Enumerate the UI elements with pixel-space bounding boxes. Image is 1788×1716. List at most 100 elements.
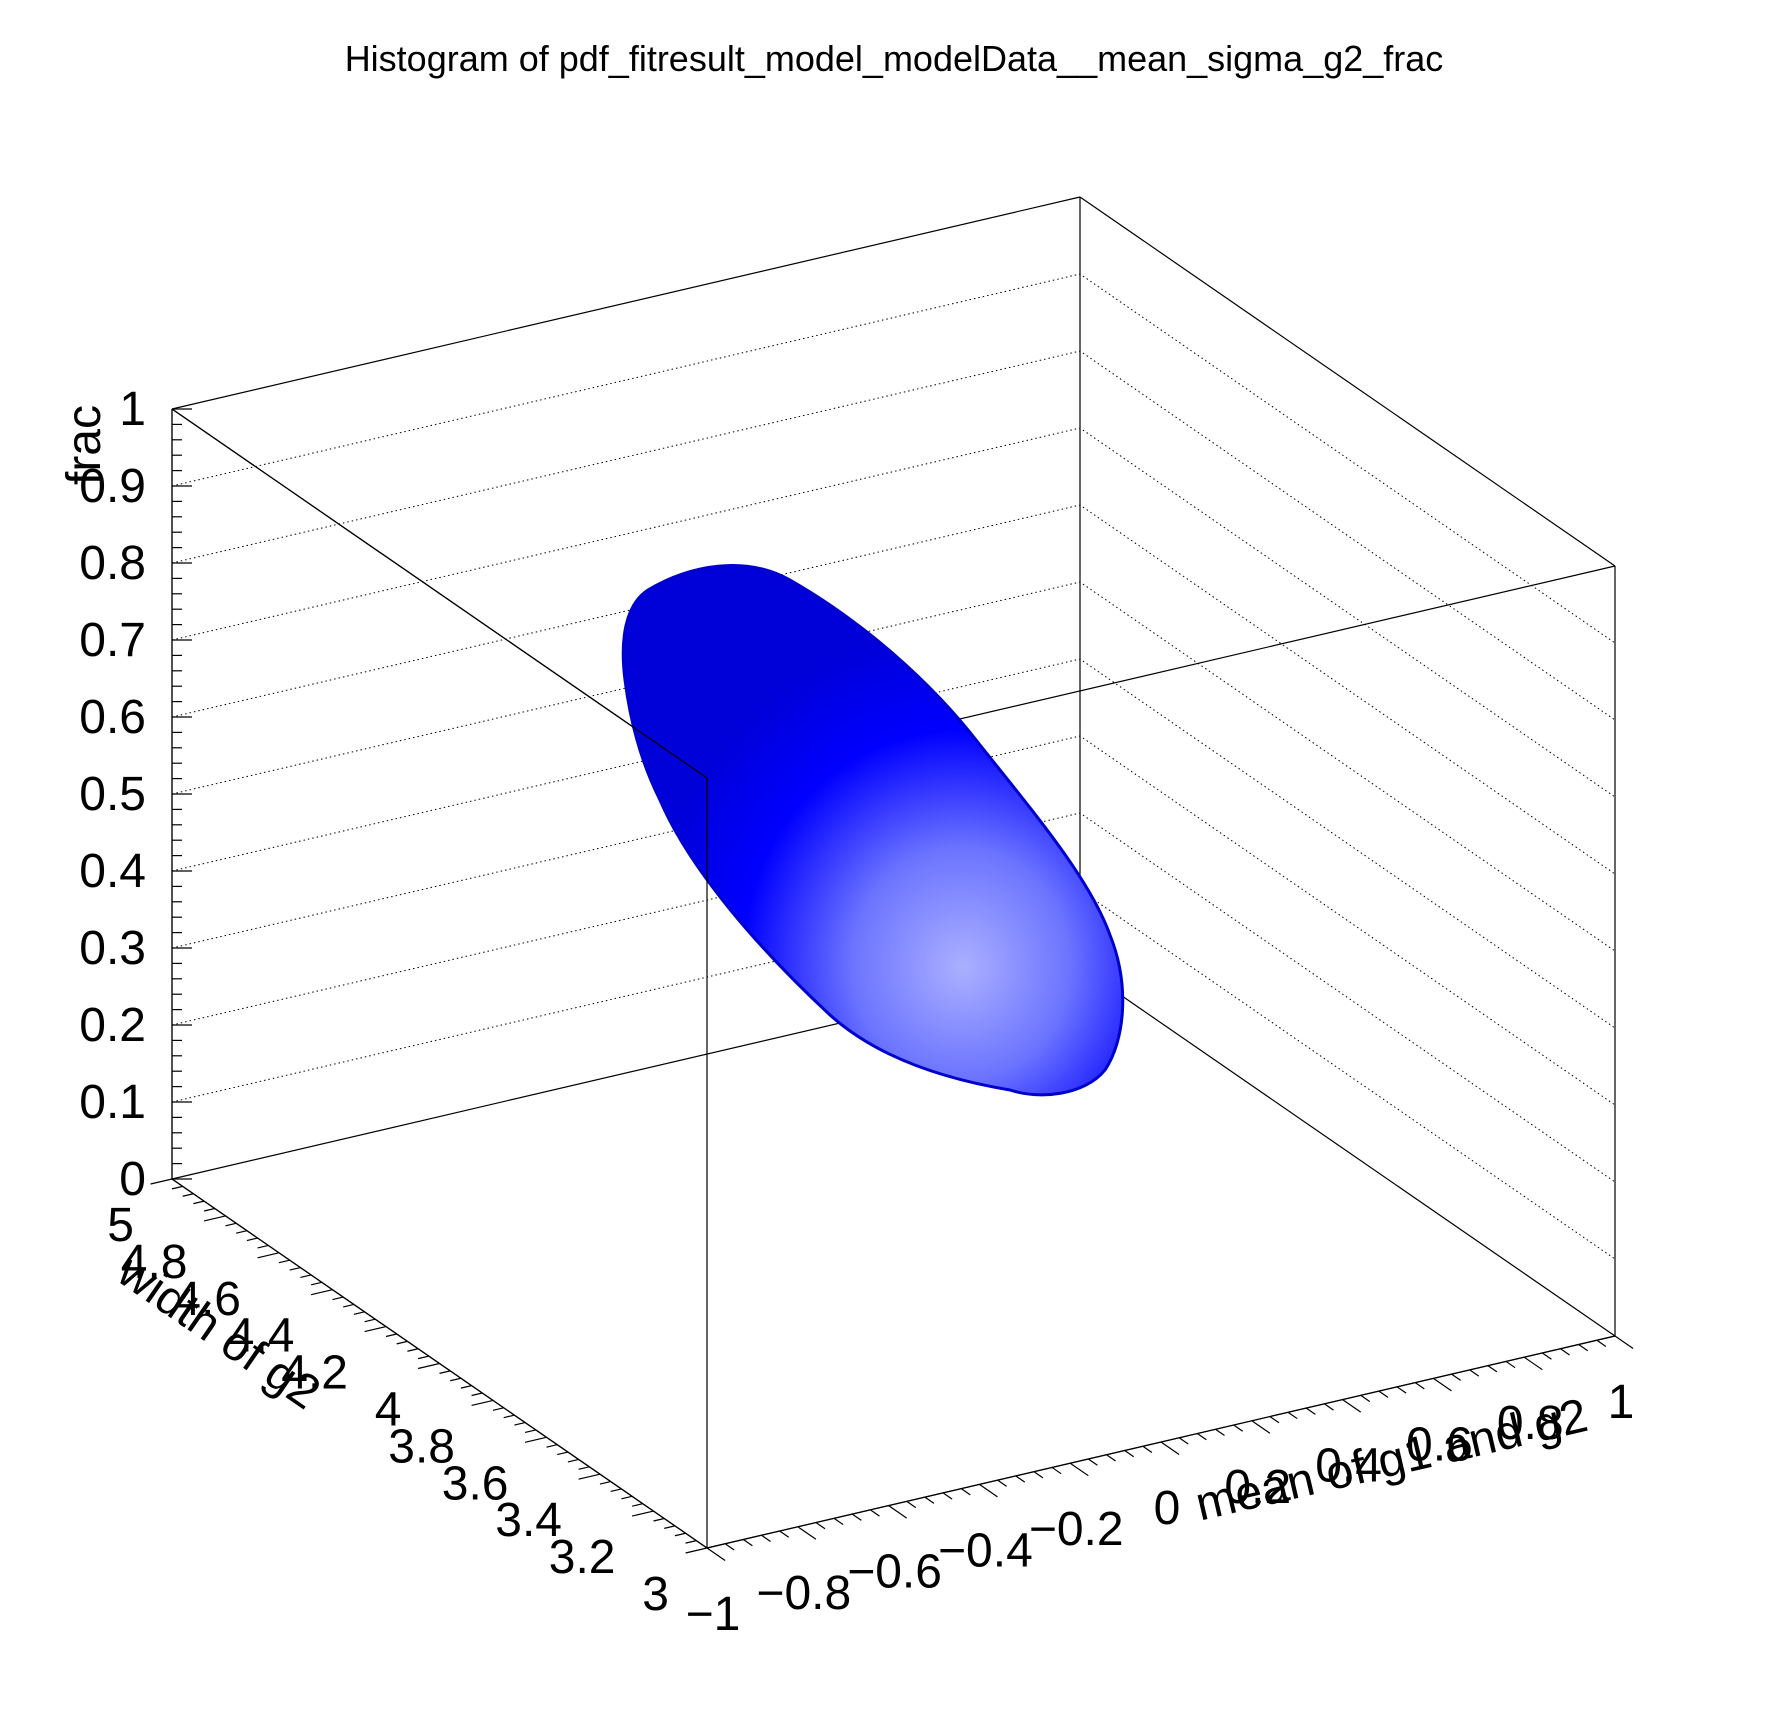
y-tick-label: 3.8 [388,1420,455,1473]
x-major-tick [706,1547,726,1561]
x-minor-tick [1015,1475,1026,1483]
x-minor-tick [815,1522,826,1530]
y-minor-tick [385,1333,397,1338]
y-major-tick [364,1326,387,1333]
z-axis-label: frac [58,405,111,485]
y-minor-tick [471,1392,483,1397]
y-minor-tick [557,1451,569,1456]
x-minor-tick [1215,1428,1225,1437]
x-major-tick [1523,1356,1543,1371]
x-tick-label: 0.2 [1224,1461,1291,1514]
z-tick-label: 1 [119,383,146,436]
ticks-layer [150,408,1634,1561]
y-minor-tick [450,1377,462,1382]
x-minor-tick [1233,1424,1244,1432]
x-minor-tick [1487,1365,1498,1373]
x-minor-tick [742,1539,753,1547]
y-tick-label: 4.2 [281,1347,348,1400]
y-minor-tick [182,1193,194,1197]
y-minor-tick [578,1466,590,1470]
y-minor-tick [631,1503,643,1507]
frame-edge [1079,196,1616,567]
x-minor-tick [997,1479,1007,1487]
z-tick-label: 0.1 [79,1076,146,1129]
y-tick-label: 4.8 [121,1236,188,1289]
x-minor-tick [851,1513,862,1521]
frame-edge [171,196,1081,410]
y-minor-tick [546,1444,558,1448]
y-minor-tick [300,1274,312,1279]
y-minor-tick [653,1517,665,1522]
x-minor-tick [1088,1458,1098,1466]
x-major-tick [1251,1420,1271,1434]
y-minor-tick [664,1525,676,1529]
y-minor-tick [246,1237,258,1242]
x-minor-tick [1414,1382,1425,1390]
x-minor-tick [833,1517,844,1526]
x-minor-tick [724,1543,735,1551]
y-tick-label: 3 [642,1568,669,1621]
y-minor-tick [524,1429,536,1434]
z-tick-label: 0.6 [79,691,146,744]
x-major-tick [1342,1399,1362,1413]
y-tick-label: 5 [107,1199,134,1252]
y-major-tick [257,1252,280,1259]
x-minor-tick [942,1492,953,1500]
y-minor-tick [492,1407,504,1411]
x-tick-label: −0.8 [756,1567,851,1620]
isosurface [621,564,1125,1097]
y-minor-tick [567,1458,579,1463]
x-tick-label: −0.2 [1029,1503,1124,1556]
frame-edge [171,408,708,779]
frame-front-edges [171,408,708,1548]
y-minor-tick [332,1296,344,1301]
y-major-tick [203,1215,226,1222]
x-major-tick [1069,1462,1089,1477]
frame-edge [1079,966,1616,1337]
z-tick-label: 0.8 [79,537,146,590]
x-minor-tick [1451,1373,1461,1381]
y-major-tick [417,1362,440,1370]
y-minor-tick [310,1281,322,1286]
y-minor-tick [674,1532,686,1537]
x-minor-tick [1469,1369,1480,1377]
x-major-tick [1160,1441,1180,1455]
x-major-tick [888,1505,908,1519]
y-tick-label: 3.2 [549,1531,616,1584]
y-minor-tick [343,1303,355,1308]
x-minor-tick [1360,1394,1371,1403]
z-tick-label: 0 [119,1153,146,1206]
x-minor-tick [1542,1352,1552,1360]
y-minor-tick [236,1230,248,1234]
x-minor-tick [1142,1445,1153,1453]
x-minor-tick [1033,1471,1044,1479]
y-axis-label: width of g2 [107,1244,329,1420]
y-minor-tick [278,1259,290,1264]
gridline [171,273,1616,644]
x-minor-tick [870,1509,880,1517]
y-minor-tick [407,1348,419,1352]
y-minor-tick [171,1185,183,1190]
y-minor-tick [439,1370,451,1374]
y-minor-tick [396,1340,408,1345]
y-major-tick [471,1399,494,1406]
x-major-tick [797,1526,817,1540]
x-minor-tick [1178,1437,1189,1445]
y-major-tick [524,1436,547,1443]
x-minor-tick [1578,1343,1589,1352]
x-minor-tick [960,1488,971,1496]
y-minor-tick [203,1207,215,1212]
y-tick-label: 4.6 [174,1273,241,1326]
y-minor-tick [685,1540,697,1544]
x-major-tick [979,1483,998,1498]
y-minor-tick [621,1495,633,1500]
y-tick-label: 3.4 [495,1494,562,1547]
z-tick-label: 0.2 [79,999,146,1052]
surface-layer [621,564,1125,1097]
z-tick-label: 0.5 [79,768,146,821]
y-minor-tick [353,1311,365,1315]
y-tick-label: 4.4 [228,1310,295,1363]
x-minor-tick [1305,1407,1316,1415]
y-major-tick [150,1178,173,1185]
